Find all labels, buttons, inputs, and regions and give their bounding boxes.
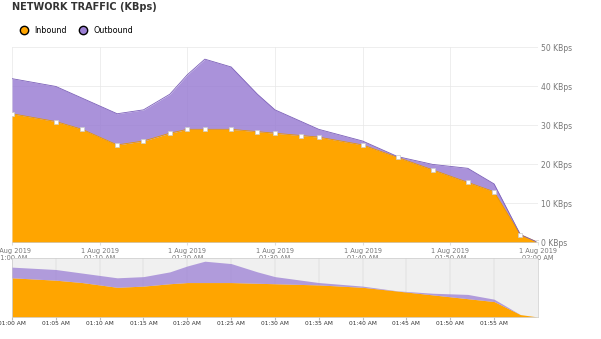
Point: [314, 135, 323, 140]
Point: [489, 189, 499, 195]
Point: [393, 155, 403, 160]
Point: [51, 119, 61, 124]
Point: [139, 138, 148, 144]
Legend: Inbound, Outbound: Inbound, Outbound: [16, 26, 133, 35]
Point: [270, 131, 279, 136]
Point: [428, 167, 438, 173]
Point: [227, 127, 236, 132]
Point: [533, 240, 543, 245]
Point: [358, 142, 367, 148]
Point: [183, 127, 192, 132]
Point: [516, 232, 525, 237]
Point: [296, 133, 306, 138]
Point: [252, 129, 262, 134]
Text: NETWORK TRAFFIC (KBps): NETWORK TRAFFIC (KBps): [12, 2, 157, 12]
Point: [7, 111, 17, 117]
Point: [78, 127, 87, 132]
Point: [463, 180, 472, 185]
Point: [200, 127, 210, 132]
Point: [112, 142, 122, 148]
Point: [165, 131, 175, 136]
